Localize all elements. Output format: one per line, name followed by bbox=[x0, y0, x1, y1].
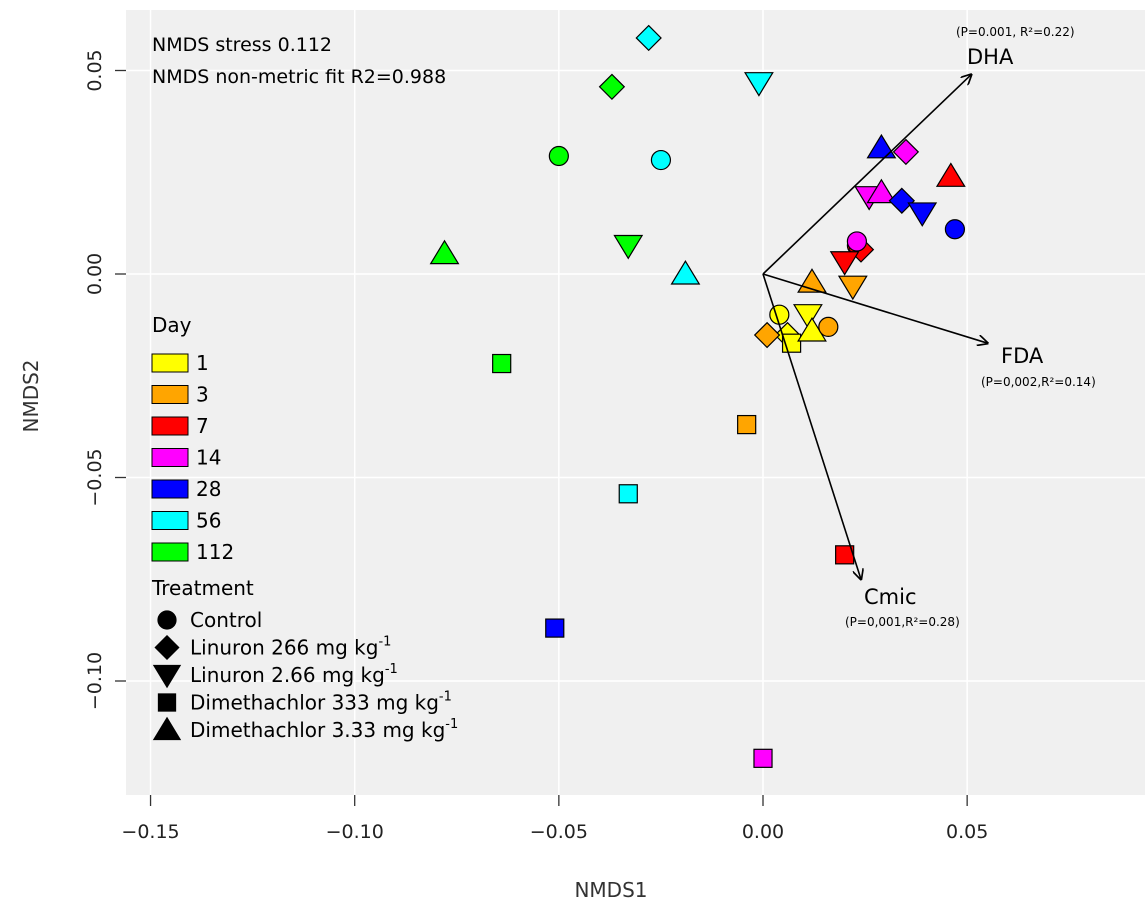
legend-symbol-diamond bbox=[154, 634, 180, 661]
stress-annotation: NMDS stress 0.112 bbox=[152, 34, 332, 56]
legend-swatch-day-56 bbox=[151, 511, 189, 530]
vector-label-dha: DHA bbox=[967, 45, 1014, 69]
legend-symbol-square bbox=[157, 693, 177, 712]
vector-arrow-cmic bbox=[762, 273, 861, 579]
vector-stat-fda: (P=0,002,R²=0.14) bbox=[981, 375, 1096, 389]
legend-symbol-circle bbox=[157, 610, 177, 630]
x-axis-title: NMDS1 bbox=[574, 878, 647, 902]
data-point-day112-circle bbox=[548, 145, 569, 167]
legend-label-circle: Control bbox=[190, 608, 262, 632]
data-point-day14-square bbox=[753, 748, 773, 768]
data-point-day14-circle bbox=[846, 231, 868, 252]
legend-swatch-day-14 bbox=[151, 448, 189, 467]
legend-swatch-day-7 bbox=[151, 416, 189, 436]
data-point-day3-triangle-down bbox=[837, 275, 868, 301]
legend-swatch-day-3 bbox=[151, 385, 189, 404]
y-tick-label: −0.05 bbox=[84, 448, 106, 506]
x-tick-label: 0.05 bbox=[946, 821, 988, 843]
data-point-day28-diamond bbox=[888, 187, 916, 214]
legend-label-day-112: 112 bbox=[196, 540, 234, 564]
vector-stat-dha: (P=0.001, R²=0.22) bbox=[956, 25, 1075, 39]
data-point-day3-diamond bbox=[753, 321, 781, 349]
data-point-day7-triangle-up bbox=[935, 162, 966, 187]
plot-panel bbox=[126, 10, 1145, 795]
legend-label-triangle-down: Linuron 2.66 mg kg-1 bbox=[190, 662, 398, 687]
data-point-day14-diamond bbox=[892, 138, 920, 166]
legend-unit-superscript: -1 bbox=[439, 690, 452, 705]
data-point-day3-circle bbox=[818, 316, 839, 338]
legend-label-day-56: 56 bbox=[196, 509, 221, 533]
legend-unit-superscript: -1 bbox=[445, 717, 458, 732]
legend-label-triangle-up: Dimethachlor 3.33 mg kg-1 bbox=[190, 717, 458, 742]
legend-label-day-7: 7 bbox=[196, 414, 209, 438]
legend-swatch-day-112 bbox=[151, 542, 189, 562]
vector-arrow-fda bbox=[762, 273, 988, 343]
data-point-day112-diamond bbox=[598, 73, 626, 100]
data-points bbox=[429, 24, 966, 768]
vector-label-fda: FDA bbox=[1001, 344, 1044, 368]
vector-label-cmic: Cmic bbox=[864, 585, 917, 609]
env-vectors: DHA (P=0.001, R²=0.22) FDA (P=0,002,R²=0.14… bbox=[762, 25, 1096, 629]
data-point-day7-triangle-down bbox=[829, 251, 860, 276]
legend-swatch-day-1 bbox=[151, 353, 189, 373]
legend-unit-superscript: -1 bbox=[378, 635, 391, 650]
data-point-day14-triangle-up bbox=[866, 178, 897, 204]
treatment-legend-title: Treatment bbox=[151, 576, 254, 600]
data-point-day28-square bbox=[545, 618, 565, 638]
treatment-legend: Treatment Control Linuron 266 mg kg-1Linu… bbox=[151, 576, 458, 742]
data-point-day56-square bbox=[618, 484, 638, 504]
x-tick-label: 0.00 bbox=[742, 821, 784, 843]
data-point-day1-triangle-down bbox=[792, 304, 823, 329]
legend-label-day-28: 28 bbox=[196, 477, 221, 501]
day-legend: Day 1 3 7 14 28 56 112 bbox=[151, 313, 234, 564]
data-point-day112-triangle-up bbox=[429, 239, 460, 265]
y-tick-label: −0.10 bbox=[84, 652, 106, 710]
legend-label-day-1: 1 bbox=[196, 351, 209, 375]
y-axis-title: NMDS2 bbox=[19, 359, 43, 432]
axis-ticks: −0.15 −0.10 −0.05 0.00 0.05 −0.10 −0.05 0.00 0.0… bbox=[84, 49, 988, 843]
data-point-day28-triangle-down bbox=[907, 202, 938, 227]
data-point-day1-circle bbox=[769, 304, 790, 325]
data-point-day56-circle bbox=[650, 149, 672, 171]
legend-label-day-3: 3 bbox=[196, 383, 209, 407]
x-tick-label: −0.10 bbox=[326, 821, 384, 843]
y-tick-label: 0.00 bbox=[84, 253, 106, 295]
data-point-day28-triangle-up bbox=[866, 133, 897, 159]
legend-symbol-triangle-down bbox=[152, 664, 182, 689]
data-point-day56-triangle-down bbox=[744, 72, 774, 97]
data-point-day28-circle bbox=[944, 219, 966, 240]
x-tick-label: −0.05 bbox=[530, 821, 588, 843]
legend-symbol-triangle-up bbox=[152, 716, 182, 741]
data-point-day56-diamond bbox=[635, 24, 662, 52]
legend-label-square: Dimethachlor 333 mg kg-1 bbox=[190, 690, 452, 715]
data-point-day112-square bbox=[492, 353, 512, 374]
data-point-day3-square bbox=[737, 414, 757, 435]
x-tick-label: −0.15 bbox=[121, 821, 179, 843]
day-legend-title: Day bbox=[152, 313, 192, 337]
legend-label-diamond: Linuron 266 mg kg-1 bbox=[190, 635, 391, 660]
fit-annotation: NMDS non-metric fit R2=0.988 bbox=[152, 66, 446, 88]
legend-swatch-day-28 bbox=[151, 479, 189, 499]
legend-label-day-14: 14 bbox=[196, 446, 221, 470]
grid bbox=[126, 10, 1145, 795]
vector-arrow-dha bbox=[762, 75, 971, 275]
vector-stat-cmic: (P=0,001,R²=0.28) bbox=[845, 615, 960, 629]
legend-unit-superscript: -1 bbox=[385, 662, 398, 677]
data-point-day112-triangle-down bbox=[613, 234, 644, 260]
y-tick-label: 0.05 bbox=[84, 49, 106, 91]
data-point-day56-triangle-up bbox=[670, 260, 701, 285]
